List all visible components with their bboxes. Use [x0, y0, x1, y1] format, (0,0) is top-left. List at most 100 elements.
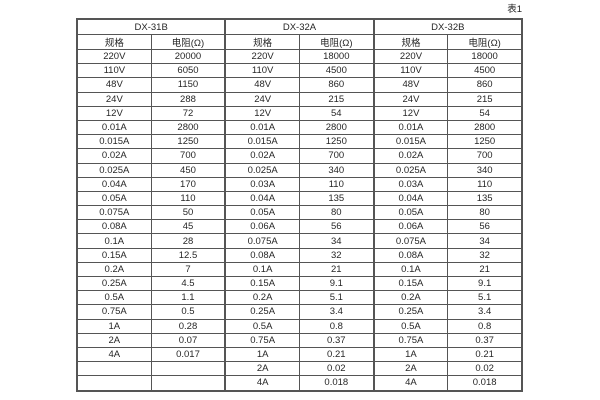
- resistance-cell: 9.1: [298, 275, 375, 292]
- resistance-cell: 21: [298, 261, 375, 278]
- table-row: 4A 0.017 1A 0.21 1A 0.21: [76, 346, 523, 363]
- spec-cell: 4A: [76, 346, 152, 363]
- spec-cell: 0.25A: [224, 304, 300, 320]
- spec-cell: 0.1A: [372, 261, 449, 278]
- spec-cell: [76, 361, 152, 377]
- spec-cell: 0.5A: [224, 318, 300, 334]
- spec-cell: 2A: [224, 361, 300, 377]
- spec-cell: 0.05A: [372, 205, 449, 221]
- table-body: 220V 20000 220V 18000 220V 18000 110V 6050 110V 4…: [76, 48, 523, 391]
- spec-column-header: 规格: [372, 34, 449, 50]
- spec-cell: 220V: [372, 48, 449, 65]
- resistance-column-header: 电阻(Ω): [447, 34, 523, 50]
- table-row: 0.75A 0.5 0.25A 3.4 0.25A 3.4: [76, 304, 523, 320]
- spec-cell: 110V: [372, 63, 449, 79]
- spec-cell: 0.025A: [76, 162, 152, 178]
- resistance-cell: 700: [150, 148, 226, 164]
- resistance-cell: [150, 361, 226, 377]
- spec-cell: 0.25A: [372, 304, 449, 320]
- spec-cell: 0.015A: [224, 134, 300, 150]
- spec-cell: 1A: [76, 318, 152, 334]
- spec-cell: 1A: [372, 346, 449, 363]
- resistance-cell: 4500: [447, 63, 523, 79]
- group-header-row: DX-31B DX-32A DX-32B: [76, 18, 523, 35]
- resistance-cell: 1150: [150, 77, 226, 93]
- resistance-cell: 110: [150, 190, 226, 207]
- table-header: DX-31B DX-32A DX-32B 规格 电阻(Ω) 规格 电阻(Ω) 规…: [76, 18, 523, 50]
- spec-cell: 48V: [224, 77, 300, 93]
- resistance-cell: 2800: [150, 119, 226, 136]
- resistance-cell: 700: [447, 148, 523, 164]
- spec-cell: 0.15A: [224, 275, 300, 292]
- resistance-cell: 215: [447, 91, 523, 107]
- spec-cell: 2A: [76, 332, 152, 348]
- resistance-cell: 450: [150, 162, 226, 178]
- spec-cell: 4A: [372, 375, 449, 391]
- spec-cell: 0.75A: [76, 304, 152, 320]
- spec-cell: 220V: [224, 48, 300, 65]
- table-row: 1A 0.28 0.5A 0.8 0.5A 0.8: [76, 318, 523, 334]
- resistance-cell: 215: [298, 91, 375, 107]
- spec-cell: 0.04A: [76, 176, 152, 192]
- spec-cell: 0.1A: [76, 233, 152, 249]
- resistance-cell: 56: [298, 219, 375, 235]
- resistance-column-header: 电阻(Ω): [150, 34, 226, 50]
- resistance-cell: 0.018: [447, 375, 523, 391]
- spec-cell: 48V: [372, 77, 449, 93]
- spec-cell: 0.08A: [224, 247, 300, 263]
- table-row: 0.5A 1.1 0.2A 5.1 0.2A 5.1: [76, 290, 523, 306]
- resistance-cell: 340: [298, 162, 375, 178]
- spec-cell: 0.03A: [372, 176, 449, 192]
- spec-cell: 0.25A: [76, 275, 152, 292]
- table-row: 0.01A 2800 0.01A 2800 0.01A 2800: [76, 119, 523, 136]
- table-row: 24V 288 24V 215 24V 215: [76, 91, 523, 107]
- table-row: 0.015A 1250 0.015A 1250 0.015A 1250: [76, 134, 523, 150]
- spec-cell: 0.5A: [372, 318, 449, 334]
- table-row: 0.075A 50 0.05A 80 0.05A 80: [76, 205, 523, 221]
- spec-cell: 0.01A: [224, 119, 300, 136]
- table-row: 0.025A 450 0.025A 340 0.025A 340: [76, 162, 523, 178]
- spec-cell: 110V: [76, 63, 152, 79]
- table-row: 0.02A 700 0.02A 700 0.02A 700: [76, 148, 523, 164]
- resistance-cell: 0.37: [298, 332, 375, 348]
- resistance-cell: 12.5: [150, 247, 226, 263]
- resistance-spec-table: DX-31B DX-32A DX-32B 规格 电阻(Ω) 规格 电阻(Ω) 规…: [76, 18, 523, 392]
- resistance-cell: 3.4: [447, 304, 523, 320]
- spec-cell: [76, 375, 152, 391]
- spec-cell: 110V: [224, 63, 300, 79]
- resistance-cell: 0.21: [447, 346, 523, 363]
- resistance-cell: 3.4: [298, 304, 375, 320]
- resistance-cell: 54: [298, 105, 375, 121]
- resistance-cell: 700: [298, 148, 375, 164]
- spec-cell: 0.02A: [76, 148, 152, 164]
- resistance-cell: 0.017: [150, 346, 226, 363]
- resistance-cell: 2800: [298, 119, 375, 136]
- table-row: 0.04A 170 0.03A 110 0.03A 110: [76, 176, 523, 192]
- spec-cell: 0.75A: [372, 332, 449, 348]
- table-row: 0.05A 110 0.04A 135 0.04A 135: [76, 190, 523, 207]
- table-row: 2A 0.07 0.75A 0.37 0.75A 0.37: [76, 332, 523, 348]
- group-header-dx31b: DX-31B: [76, 18, 226, 35]
- spec-table-container: 表1 DX-31B DX-32A DX-32B 规格 电阻(Ω) 规格 电阻(Ω…: [76, 4, 525, 392]
- resistance-cell: 1250: [298, 134, 375, 150]
- resistance-cell: 4.5: [150, 275, 226, 292]
- spec-cell: 0.08A: [76, 219, 152, 235]
- table-row: 0.15A 12.5 0.08A 32 0.08A 32: [76, 247, 523, 263]
- resistance-cell: 0.018: [298, 375, 375, 391]
- spec-cell: 12V: [76, 105, 152, 121]
- resistance-cell: 34: [298, 233, 375, 249]
- resistance-cell: 860: [447, 77, 523, 93]
- spec-cell: 0.08A: [372, 247, 449, 263]
- resistance-cell: [150, 375, 226, 391]
- spec-cell: 0.75A: [224, 332, 300, 348]
- spec-cell: 0.04A: [224, 190, 300, 207]
- resistance-cell: 28: [150, 233, 226, 249]
- resistance-cell: 1.1: [150, 290, 226, 306]
- resistance-cell: 1250: [447, 134, 523, 150]
- resistance-cell: 0.37: [447, 332, 523, 348]
- resistance-cell: 170: [150, 176, 226, 192]
- spec-cell: 0.075A: [372, 233, 449, 249]
- spec-cell: 24V: [224, 91, 300, 107]
- resistance-column-header: 电阻(Ω): [298, 34, 375, 50]
- resistance-cell: 2800: [447, 119, 523, 136]
